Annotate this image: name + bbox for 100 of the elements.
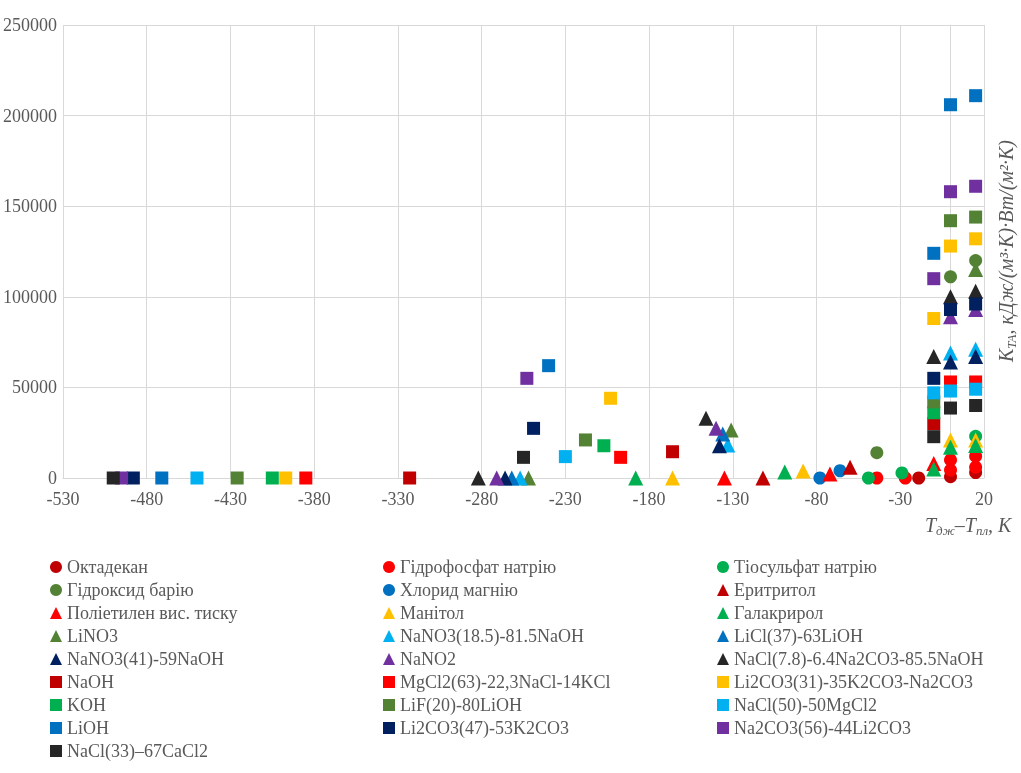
point bbox=[230, 471, 244, 485]
point bbox=[944, 98, 958, 112]
point bbox=[403, 471, 417, 485]
x-tick-label: -230 bbox=[548, 489, 582, 509]
point bbox=[969, 460, 983, 474]
point bbox=[927, 430, 941, 444]
point bbox=[943, 439, 959, 455]
point bbox=[517, 450, 530, 464]
legend-label: KOH bbox=[67, 695, 106, 715]
legend-label: MgCl2(63)-22,3NaCl-14KCl bbox=[400, 672, 611, 693]
x-tick-label: 20 bbox=[975, 489, 993, 509]
legend-label: Тіосульфат натрію bbox=[734, 557, 877, 577]
point bbox=[470, 470, 486, 486]
point bbox=[795, 463, 811, 479]
y-tick-label: 250000 bbox=[3, 15, 57, 35]
point bbox=[927, 371, 941, 385]
legend-label: Манітол bbox=[400, 603, 465, 623]
point bbox=[927, 386, 941, 400]
point bbox=[520, 371, 534, 385]
point bbox=[944, 239, 958, 253]
y-axis-title: KТА, кДж/(м³·К)·Вт/(м²·К) bbox=[995, 139, 1019, 364]
y-tick-label: 100000 bbox=[3, 286, 57, 307]
legend-label: Октадекан bbox=[67, 557, 149, 577]
legend-label: Галакрирол bbox=[734, 603, 824, 623]
point bbox=[665, 470, 681, 486]
point bbox=[279, 471, 293, 485]
x-tick-label: -130 bbox=[716, 489, 750, 509]
point bbox=[628, 470, 644, 486]
point bbox=[597, 439, 611, 453]
x-tick-label: -280 bbox=[465, 489, 499, 509]
legend-label: LiOH bbox=[67, 718, 109, 738]
point bbox=[969, 210, 983, 224]
x-tick-label: -380 bbox=[297, 489, 331, 509]
point bbox=[708, 420, 724, 436]
x-tick-label: -480 bbox=[130, 489, 164, 509]
point bbox=[969, 382, 983, 396]
point bbox=[968, 349, 984, 365]
point bbox=[944, 401, 958, 415]
point bbox=[943, 354, 959, 370]
legend-label: Li2CO3(47)-53K2CO3 bbox=[400, 718, 569, 739]
point bbox=[895, 466, 909, 480]
point bbox=[969, 179, 983, 193]
point bbox=[190, 471, 204, 485]
point bbox=[822, 466, 838, 482]
legend-label: Li2CO3(31)-35K2CO3-Na2CO3 bbox=[734, 672, 973, 693]
point bbox=[126, 471, 140, 485]
x-tick-label: -80 bbox=[804, 489, 829, 509]
legend-label: Еритритол bbox=[734, 580, 816, 600]
point bbox=[614, 450, 628, 464]
legend-label: LiNO3 bbox=[67, 626, 118, 646]
legend-label: Хлорид магнію bbox=[400, 580, 518, 600]
y-tick-label: 0 bbox=[48, 468, 57, 488]
point bbox=[489, 470, 505, 486]
point bbox=[944, 270, 958, 284]
point bbox=[926, 461, 942, 477]
legend-label: Гідрофосфат натрію bbox=[400, 557, 557, 577]
point bbox=[927, 246, 941, 260]
x-tick-label: -180 bbox=[632, 489, 666, 509]
point bbox=[578, 433, 592, 447]
point bbox=[870, 446, 884, 460]
legend-label: Гідроксид барію bbox=[67, 580, 194, 600]
x-tick-label: -530 bbox=[46, 489, 80, 509]
point bbox=[969, 254, 983, 268]
point bbox=[833, 464, 847, 478]
point bbox=[777, 464, 793, 480]
legend-label: NaCl(50)-50MgCl2 bbox=[734, 695, 877, 716]
point bbox=[969, 297, 983, 311]
point bbox=[944, 185, 958, 199]
point bbox=[927, 312, 941, 326]
legend-label: LiCl(37)-63LiOH bbox=[734, 626, 863, 647]
y-tick-label: 50000 bbox=[12, 377, 57, 398]
point bbox=[969, 399, 983, 413]
point bbox=[842, 459, 858, 475]
point bbox=[666, 445, 680, 459]
legend-label: LiF(20)-80LiOH bbox=[400, 695, 522, 716]
point bbox=[265, 471, 279, 485]
point bbox=[711, 438, 727, 454]
x-tick-label: -30 bbox=[888, 489, 913, 509]
legend-label: Поліетилен вис. тиску bbox=[67, 603, 238, 623]
point bbox=[716, 470, 732, 486]
point bbox=[155, 471, 169, 485]
point bbox=[912, 471, 926, 485]
point bbox=[861, 471, 875, 485]
point bbox=[969, 232, 983, 246]
point bbox=[944, 302, 958, 316]
point bbox=[604, 391, 618, 405]
legend-label: Na2CO3(56)-44Li2CO3 bbox=[734, 718, 911, 739]
point bbox=[527, 421, 541, 435]
point bbox=[755, 470, 771, 486]
point bbox=[698, 410, 714, 426]
point bbox=[944, 384, 958, 398]
point bbox=[944, 214, 958, 228]
point bbox=[558, 450, 572, 464]
point bbox=[106, 471, 120, 485]
point bbox=[927, 272, 941, 286]
legend-label: NaCl(33)–67CaCl2 bbox=[67, 741, 208, 762]
point bbox=[299, 471, 313, 485]
y-tick-label: 150000 bbox=[3, 196, 57, 217]
point bbox=[926, 349, 942, 365]
legend-label: NaCl(7.8)-6.4Na2CO3-85.5NaOH bbox=[734, 649, 984, 670]
